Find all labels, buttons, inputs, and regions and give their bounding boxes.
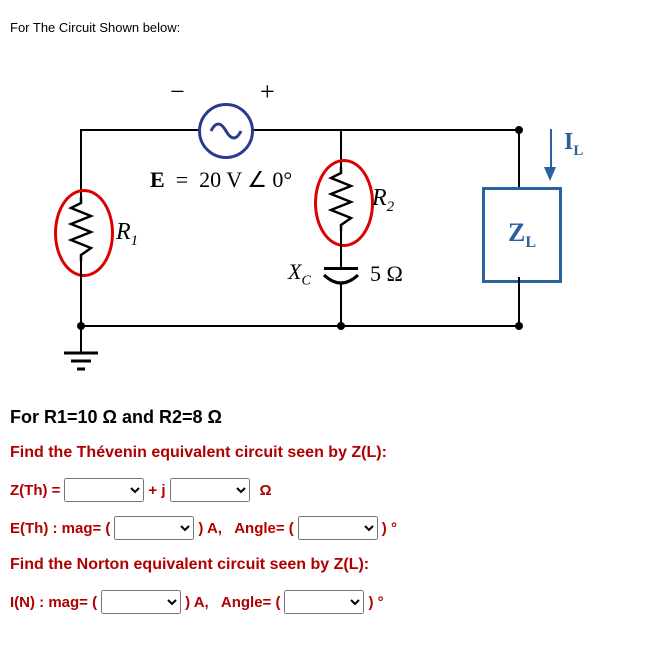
source-minus: − bbox=[170, 77, 185, 107]
ground-icon bbox=[60, 351, 102, 376]
norton-question: Find the Norton equivalent circuit seen … bbox=[10, 556, 646, 574]
source-plus: + bbox=[260, 77, 275, 107]
circuit-diagram: − + E = 20 V ∠ 0° R1 R2 XC 5 Ω ZL bbox=[40, 47, 600, 387]
in-row: I(N) : mag= ( ) A, Angle= ( ) ° bbox=[10, 590, 646, 614]
source-value-label: E = 20 V ∠ 0° bbox=[150, 167, 292, 193]
r1-highlight bbox=[54, 189, 114, 277]
zth-row: Z(Th) = + j Ω bbox=[10, 478, 646, 502]
il-label: IL bbox=[564, 129, 583, 160]
ac-source bbox=[198, 103, 254, 159]
zth-real-select[interactable] bbox=[64, 478, 144, 502]
load-impedance-box: ZL bbox=[482, 187, 562, 283]
eth-row: E(Th) : mag= ( ) A, Angle= ( ) ° bbox=[10, 516, 646, 540]
in-angle-select[interactable] bbox=[284, 590, 364, 614]
zth-imag-select[interactable] bbox=[170, 478, 250, 502]
eth-angle-select[interactable] bbox=[298, 516, 378, 540]
question-prompt: For The Circuit Shown below: bbox=[10, 20, 646, 35]
eth-mag-select[interactable] bbox=[114, 516, 194, 540]
thevenin-question: Find the Thévenin equivalent circuit see… bbox=[10, 444, 646, 462]
r2-highlight bbox=[314, 159, 374, 247]
given-values: For R1=10 Ω and R2=8 Ω bbox=[10, 407, 646, 428]
in-mag-select[interactable] bbox=[101, 590, 181, 614]
